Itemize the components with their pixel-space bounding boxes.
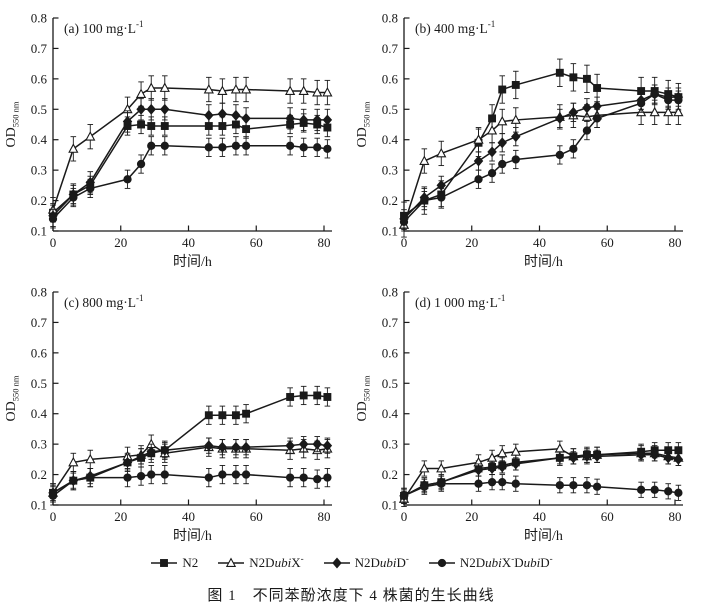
svg-text:OD550 nm: OD550 nm [355,101,372,147]
svg-text:0.4: 0.4 [382,132,399,147]
svg-text:20: 20 [114,235,127,250]
svg-text:OD550 nm: OD550 nm [355,375,372,421]
svg-text:80: 80 [318,235,331,250]
svg-text:0.5: 0.5 [382,102,398,117]
svg-text:(d) 1 000 mg·L-1: (d) 1 000 mg·L-1 [415,293,505,310]
svg-text:60: 60 [250,509,263,524]
svg-text:0.7: 0.7 [382,41,399,56]
growth-chart-panel-a: 0.1 0.2 0.3 0.4 0.5 0.6 0.7 0.8 0 20 40 60 80 时间/h OD5… [0,0,351,274]
svg-text:0: 0 [50,509,57,524]
svg-text:(c) 800 mg·L-1: (c) 800 mg·L-1 [64,293,143,310]
legend-marker-circle-icon [428,558,455,568]
svg-text:0: 0 [401,235,408,250]
chart-legend: N2 N2DubiX- N2DubiD- N2DubiX-DubiD- [0,550,702,576]
svg-text:时间/h: 时间/h [173,528,212,544]
growth-chart-panel-c: 0.1 0.2 0.3 0.4 0.5 0.6 0.7 0.8 0 20 40 60 80 时间/h OD5… [0,274,351,548]
svg-text:0.2: 0.2 [31,193,47,208]
svg-text:0.8: 0.8 [382,11,398,26]
svg-text:(b) 400 mg·L-1: (b) 400 mg·L-1 [415,19,495,36]
svg-text:0.6: 0.6 [382,71,399,86]
svg-text:0.4: 0.4 [31,132,48,147]
svg-text:20: 20 [465,235,478,250]
legend-marker-triangle-icon [218,557,245,567]
svg-text:0.1: 0.1 [31,224,47,239]
legend-item-N2DubiD: N2DubiD- [322,553,409,571]
svg-text:OD550 nm: OD550 nm [4,101,21,147]
svg-text:0.5: 0.5 [382,376,398,391]
svg-text:0.7: 0.7 [382,315,399,330]
svg-text:0.3: 0.3 [382,163,398,178]
svg-text:0.7: 0.7 [31,315,48,330]
svg-text:0: 0 [50,235,57,250]
svg-text:60: 60 [601,509,614,524]
svg-text:60: 60 [601,235,614,250]
svg-text:(a) 100 mg·L-1: (a) 100 mg·L-1 [64,19,143,36]
svg-text:0.8: 0.8 [31,11,47,26]
svg-text:20: 20 [465,509,478,524]
legend-item-N2DubiXDubiD: N2DubiX-DubiD- [427,553,553,571]
growth-chart-panel-b: 0.1 0.2 0.3 0.4 0.5 0.6 0.7 0.8 0 20 40 60 80 时间/h OD5… [351,0,702,274]
svg-text:40: 40 [533,235,546,250]
legend-item-N2DubiX: N2DubiX- [216,553,304,571]
legend-marker-diamond-icon [323,557,350,569]
svg-text:0.5: 0.5 [31,102,47,117]
svg-text:0.6: 0.6 [31,71,48,86]
svg-text:0: 0 [401,509,408,524]
svg-text:0.2: 0.2 [31,467,47,482]
svg-text:40: 40 [182,235,195,250]
svg-text:0.8: 0.8 [382,285,398,300]
svg-text:时间/h: 时间/h [173,254,212,270]
svg-text:80: 80 [669,235,682,250]
svg-text:OD550 nm: OD550 nm [4,375,21,421]
legend-label: N2DubiX-DubiD- [459,553,553,570]
svg-text:80: 80 [669,509,682,524]
svg-text:0.5: 0.5 [31,376,47,391]
svg-text:20: 20 [114,509,127,524]
svg-text:80: 80 [318,509,331,524]
legend-marker-square-icon [151,559,178,567]
growth-chart-panel-d: 0.1 0.2 0.3 0.4 0.5 0.6 0.7 0.8 0 20 40 60 80 时间/h OD5… [351,274,702,548]
svg-text:0.1: 0.1 [382,224,398,239]
legend-label: N2 [182,555,199,570]
svg-text:0.4: 0.4 [382,406,399,421]
svg-text:时间/h: 时间/h [524,254,563,270]
svg-text:0.4: 0.4 [31,406,48,421]
legend-label: N2DubiD- [354,553,409,570]
svg-text:时间/h: 时间/h [524,528,563,544]
svg-text:0.1: 0.1 [382,498,398,513]
svg-text:0.6: 0.6 [31,345,48,360]
svg-text:0.3: 0.3 [382,437,398,452]
svg-text:40: 40 [182,509,195,524]
figure-caption: 图 1 不同苯酚浓度下 4 株菌的生长曲线 [207,588,495,604]
svg-text:0.6: 0.6 [382,345,399,360]
svg-text:0.3: 0.3 [31,163,47,178]
legend-item-N2: N2 [149,555,198,571]
svg-text:0.1: 0.1 [31,498,47,513]
svg-text:0.8: 0.8 [31,285,47,300]
svg-text:40: 40 [533,509,546,524]
svg-text:60: 60 [250,235,263,250]
legend-label: N2DubiX- [249,553,304,570]
charts-grid: 0.1 0.2 0.3 0.4 0.5 0.6 0.7 0.8 0 20 40 60 80 时间/h OD5… [0,0,702,548]
svg-text:0.7: 0.7 [31,41,48,56]
svg-text:0.2: 0.2 [382,193,398,208]
svg-text:0.3: 0.3 [31,437,47,452]
svg-text:0.2: 0.2 [382,467,398,482]
